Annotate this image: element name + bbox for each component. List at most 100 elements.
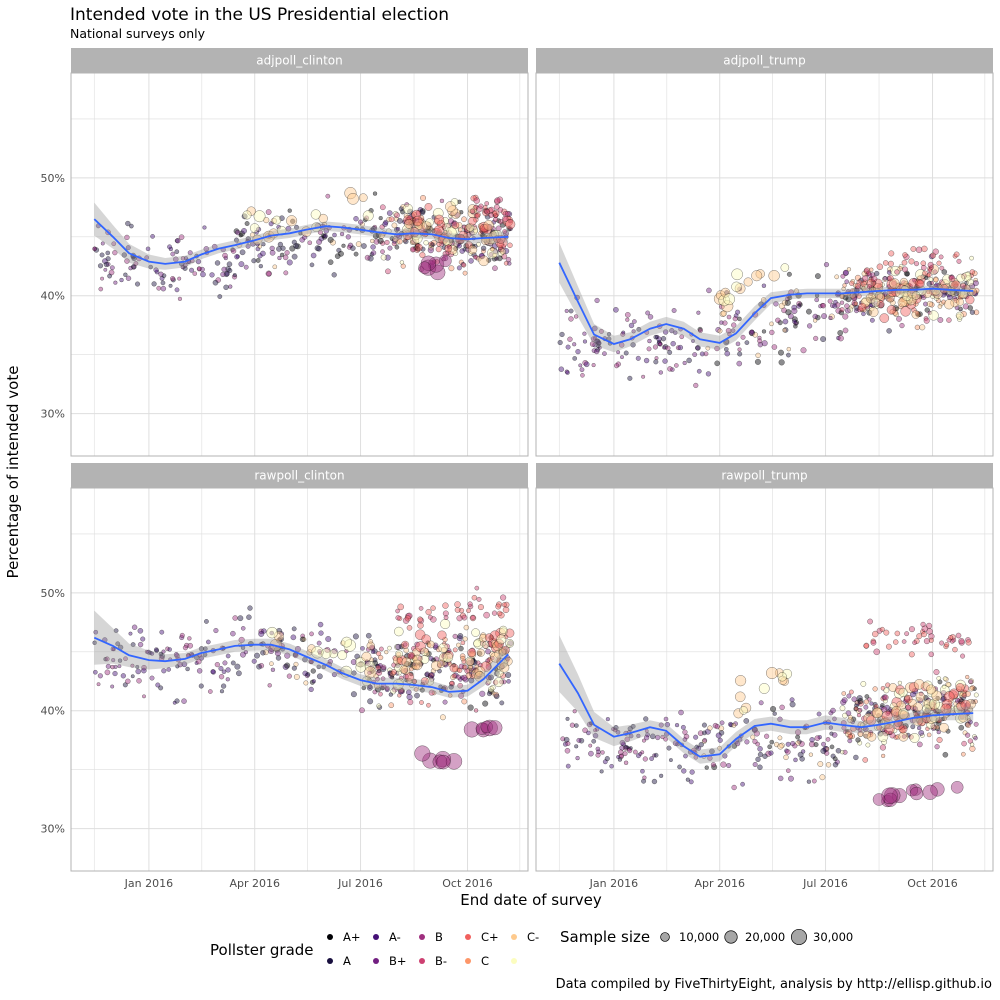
- poll-point: [442, 699, 448, 705]
- poll-point: [182, 645, 188, 651]
- y-tick-label: 40%: [41, 705, 65, 718]
- poll-point: [588, 750, 594, 757]
- poll-point: [228, 284, 233, 289]
- poll-point: [864, 694, 870, 699]
- poll-point: [914, 324, 921, 331]
- poll-point: [923, 638, 930, 645]
- poll-point: [939, 265, 945, 271]
- poll-point: [594, 348, 600, 355]
- panel-background: [536, 488, 993, 871]
- poll-point: [265, 209, 272, 215]
- poll-point: [357, 219, 364, 225]
- poll-point: [456, 615, 463, 622]
- poll-point: [883, 687, 890, 694]
- poll-point: [901, 259, 908, 266]
- poll-point: [936, 729, 941, 735]
- poll-point: [750, 734, 756, 740]
- poll-point: [384, 685, 390, 691]
- poll-point: [257, 253, 263, 259]
- poll-point: [480, 245, 487, 251]
- poll-point: [820, 336, 827, 343]
- poll-point: [643, 716, 649, 722]
- poll-point: [632, 749, 638, 755]
- poll-point: [428, 674, 433, 680]
- poll-point: [202, 225, 207, 230]
- poll-point: [370, 238, 375, 244]
- poll-point: [481, 641, 490, 649]
- poll-point: [895, 685, 905, 695]
- poll-point: [109, 265, 115, 271]
- poll-point: [432, 754, 448, 770]
- poll-point: [944, 299, 955, 310]
- poll-point: [927, 268, 933, 274]
- poll-point: [447, 218, 454, 224]
- data-points: [560, 618, 979, 808]
- poll-point: [654, 356, 659, 361]
- poll-point: [837, 335, 844, 342]
- poll-point: [107, 273, 113, 279]
- y-tick-label: 40%: [41, 290, 65, 303]
- poll-point: [131, 264, 136, 270]
- poll-point: [574, 723, 579, 728]
- panel-border: [70, 72, 529, 457]
- poll-point: [187, 642, 194, 649]
- poll-point: [467, 601, 473, 607]
- poll-point: [249, 223, 260, 233]
- grade-legend-item: B+: [373, 954, 407, 968]
- poll-point: [210, 669, 216, 675]
- poll-point: [717, 745, 722, 751]
- poll-point: [496, 610, 503, 617]
- poll-point: [814, 735, 821, 742]
- poll-point: [161, 273, 167, 278]
- poll-point: [899, 322, 905, 329]
- poll-point: [565, 716, 570, 721]
- poll-point: [955, 679, 966, 691]
- poll-point: [574, 744, 579, 749]
- poll-point: [230, 630, 236, 637]
- poll-point: [599, 769, 604, 774]
- poll-point: [436, 754, 451, 770]
- poll-point: [420, 246, 426, 252]
- poll-point: [442, 602, 449, 609]
- poll-point: [505, 256, 512, 263]
- poll-point: [828, 725, 834, 730]
- poll-point: [568, 308, 574, 314]
- poll-point: [214, 661, 220, 668]
- poll-point: [782, 318, 789, 325]
- poll-point: [473, 197, 480, 204]
- poll-point: [321, 664, 326, 670]
- poll-point: [284, 250, 290, 256]
- poll-point: [877, 730, 884, 737]
- poll-point: [465, 241, 473, 249]
- poll-point: [492, 252, 497, 258]
- poll-point: [430, 242, 435, 248]
- poll-point: [866, 270, 872, 276]
- poll-point: [744, 739, 750, 745]
- poll-point: [414, 745, 431, 762]
- poll-point: [442, 610, 449, 617]
- poll-point: [733, 313, 739, 319]
- grade-legend-label: B-: [435, 954, 447, 968]
- poll-point: [632, 319, 637, 324]
- poll-point: [893, 687, 905, 699]
- poll-point: [196, 266, 202, 271]
- poll-point: [805, 308, 812, 315]
- poll-point: [332, 232, 337, 238]
- poll-point: [230, 248, 237, 254]
- poll-point: [128, 265, 133, 271]
- poll-point: [673, 330, 678, 335]
- poll-point: [123, 272, 128, 277]
- poll-point: [347, 192, 359, 205]
- poll-point: [454, 607, 461, 613]
- poll-point: [724, 346, 729, 352]
- poll-point: [237, 615, 244, 622]
- poll-point: [505, 219, 516, 230]
- poll-point: [973, 721, 979, 727]
- panel-background: [536, 73, 993, 456]
- poll-point: [814, 273, 821, 280]
- poll-point: [898, 724, 908, 734]
- poll-point: [662, 358, 668, 364]
- poll-point: [919, 324, 926, 331]
- grade-legend-item: C+: [465, 930, 499, 944]
- poll-point: [726, 763, 732, 769]
